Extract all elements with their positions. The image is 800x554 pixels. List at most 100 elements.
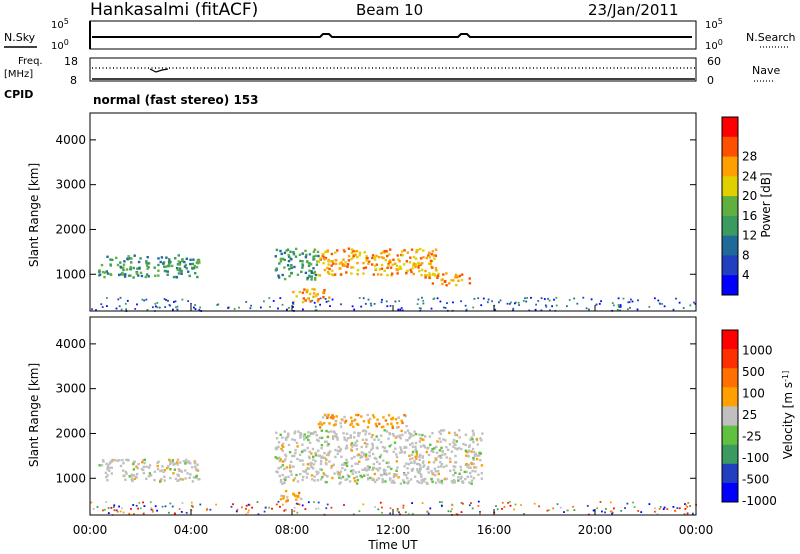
data-cell	[288, 451, 292, 454]
data-cell	[163, 265, 166, 268]
data-cell	[689, 304, 692, 307]
data-cell	[168, 459, 171, 462]
data-cell	[247, 509, 250, 512]
data-cell	[460, 475, 463, 479]
data-cell	[440, 462, 443, 466]
data-cell	[307, 261, 310, 265]
data-cell	[117, 298, 120, 301]
data-cell	[132, 266, 135, 270]
data-cell	[421, 455, 424, 458]
data-cell	[135, 271, 139, 274]
data-cell	[458, 429, 461, 432]
data-cell	[477, 473, 480, 476]
data-cell	[110, 472, 113, 475]
data-cell	[230, 505, 233, 508]
data-cell	[280, 447, 283, 451]
data-cell	[275, 503, 278, 506]
data-cell	[375, 263, 378, 266]
data-cell	[171, 505, 174, 508]
data-cell	[419, 473, 423, 476]
data-cell	[368, 432, 371, 435]
data-cell	[337, 445, 340, 449]
data-cell	[165, 265, 168, 268]
data-cell	[467, 450, 470, 454]
data-cell	[436, 440, 439, 443]
data-cell	[105, 270, 108, 273]
data-cell	[393, 481, 396, 484]
data-cell	[411, 502, 413, 504]
data-cell	[380, 301, 383, 304]
data-cell	[312, 250, 316, 253]
data-cell	[637, 510, 640, 512]
data-cell	[159, 469, 162, 473]
data-cell	[183, 260, 186, 264]
data-cell	[468, 277, 471, 280]
data-cell	[553, 298, 555, 301]
data-cell	[439, 456, 443, 459]
data-cell	[277, 500, 280, 503]
data-cell	[281, 473, 284, 477]
data-cell	[302, 308, 304, 311]
data-cell	[323, 268, 327, 272]
data-cell	[479, 513, 481, 515]
data-cell	[180, 511, 183, 513]
data-cell	[317, 449, 320, 452]
data-cell	[176, 263, 180, 266]
data-cell	[303, 438, 306, 441]
data-cell	[176, 458, 180, 461]
data-cell	[520, 504, 522, 506]
data-cell	[298, 253, 302, 256]
data-cell	[462, 502, 464, 505]
data-cell	[195, 266, 199, 269]
data-cell	[178, 263, 182, 266]
data-cell	[548, 299, 551, 302]
data-cell	[335, 415, 338, 418]
data-cell	[371, 414, 375, 417]
data-cell	[474, 454, 477, 457]
data-cell	[331, 437, 335, 440]
data-cell	[293, 506, 296, 509]
data-cell	[98, 464, 101, 467]
data-cell	[397, 258, 400, 261]
data-cell	[481, 432, 484, 435]
data-cell	[184, 477, 187, 480]
data-cell	[122, 268, 125, 272]
data-cell	[172, 472, 175, 475]
data-cell	[179, 469, 182, 472]
data-cell	[383, 429, 386, 432]
data-cell	[547, 509, 550, 512]
data-cell	[278, 459, 281, 463]
data-cell	[119, 261, 122, 264]
data-cell	[334, 455, 337, 459]
data-cell	[362, 452, 365, 455]
data-cell	[134, 308, 137, 310]
data-cell	[312, 463, 316, 466]
data-cell	[191, 504, 193, 507]
data-cell	[299, 436, 302, 439]
data-cell	[509, 504, 512, 507]
colorbar-swatch	[722, 136, 738, 158]
data-cell	[467, 445, 471, 449]
data-cell	[349, 423, 352, 427]
data-cell	[352, 254, 356, 258]
data-cell	[399, 265, 402, 268]
data-cell	[305, 476, 309, 479]
data-cell	[421, 268, 424, 272]
data-cell	[235, 510, 238, 513]
data-cell	[344, 264, 347, 267]
data-cell	[448, 457, 452, 460]
data-cell	[418, 440, 421, 443]
data-cell	[421, 262, 424, 265]
data-cell	[145, 262, 148, 265]
data-cell	[316, 260, 319, 263]
data-cell	[544, 304, 547, 307]
data-cell	[386, 273, 389, 277]
data-cell	[392, 475, 395, 479]
data-cell	[113, 506, 115, 508]
data-cell	[433, 273, 436, 276]
data-cell	[678, 507, 681, 510]
data-cell	[139, 507, 142, 510]
data-cell	[471, 447, 475, 451]
data-cell	[454, 471, 457, 475]
